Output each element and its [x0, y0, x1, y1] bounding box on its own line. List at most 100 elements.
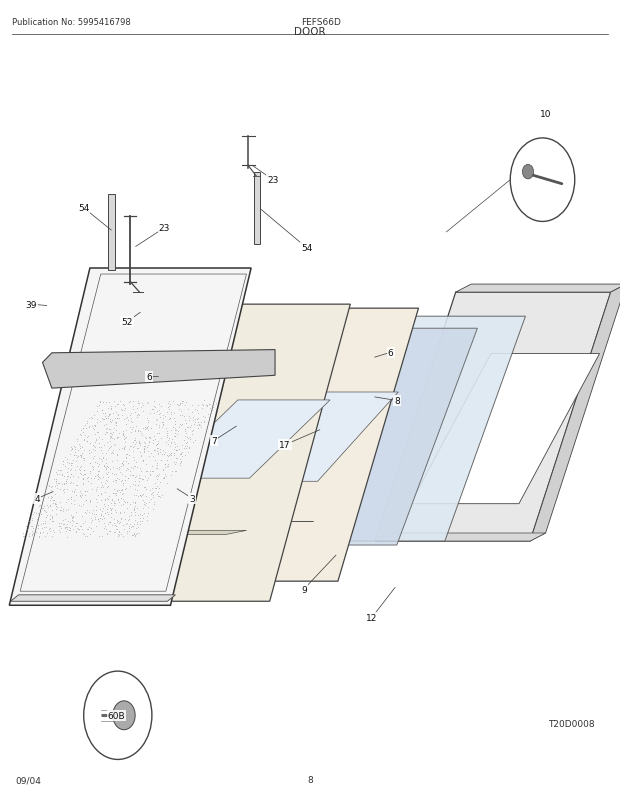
Point: [68, 510, 78, 523]
Point: [164, 403, 174, 416]
Point: [135, 446, 145, 459]
Point: [56, 504, 66, 517]
Point: [78, 472, 87, 485]
Point: [111, 406, 121, 419]
Point: [138, 516, 148, 529]
Point: [129, 528, 139, 541]
Point: [41, 511, 51, 524]
Point: [37, 522, 47, 535]
Point: [89, 410, 99, 423]
Point: [157, 419, 167, 432]
Point: [105, 516, 115, 529]
Point: [138, 493, 148, 506]
Point: [48, 496, 58, 509]
Point: [122, 496, 132, 508]
Point: [112, 449, 122, 462]
Point: [85, 496, 95, 508]
Point: [97, 452, 107, 464]
Point: [148, 403, 157, 415]
Point: [105, 400, 115, 413]
Point: [55, 477, 64, 490]
Point: [58, 504, 68, 517]
Point: [91, 484, 101, 496]
Point: [95, 396, 105, 409]
Point: [182, 431, 192, 444]
Point: [33, 522, 43, 535]
Point: [130, 432, 140, 445]
Point: [92, 415, 102, 428]
Point: [104, 492, 113, 505]
Point: [115, 506, 125, 519]
Point: [151, 470, 161, 483]
Point: [99, 413, 108, 426]
Circle shape: [510, 139, 575, 222]
Point: [170, 441, 180, 454]
Point: [109, 395, 119, 407]
Point: [107, 519, 117, 532]
Point: [92, 400, 102, 413]
Point: [93, 468, 103, 481]
Point: [125, 518, 135, 531]
Point: [35, 527, 45, 540]
Point: [70, 444, 80, 456]
Point: [131, 489, 141, 502]
Point: [54, 517, 64, 530]
Point: [38, 521, 48, 534]
Point: [148, 486, 158, 499]
Point: [114, 516, 124, 529]
Point: [117, 483, 127, 496]
Point: [162, 460, 172, 473]
Point: [47, 512, 57, 525]
Point: [183, 432, 193, 445]
Point: [170, 423, 180, 436]
Point: [135, 508, 144, 520]
Point: [160, 468, 170, 481]
Point: [19, 530, 29, 543]
Text: 23: 23: [267, 176, 278, 185]
Point: [131, 460, 141, 473]
Text: T20D0008: T20D0008: [549, 719, 595, 728]
Point: [197, 416, 206, 429]
Polygon shape: [273, 329, 477, 545]
Point: [164, 431, 174, 444]
Point: [65, 464, 75, 477]
Point: [112, 462, 122, 475]
Point: [76, 520, 86, 533]
Point: [138, 455, 148, 468]
Point: [48, 515, 58, 528]
Point: [157, 489, 167, 502]
Point: [176, 406, 186, 419]
Point: [180, 399, 190, 411]
Point: [91, 520, 100, 533]
Point: [130, 438, 140, 451]
Point: [113, 484, 123, 496]
Point: [114, 525, 124, 538]
Point: [197, 398, 206, 411]
Point: [182, 436, 192, 449]
Point: [34, 500, 44, 512]
Point: [89, 450, 99, 463]
Point: [164, 400, 174, 413]
Polygon shape: [235, 392, 398, 482]
Point: [122, 517, 132, 530]
Point: [133, 509, 143, 522]
Point: [118, 479, 128, 492]
Point: [133, 479, 143, 492]
Point: [82, 418, 92, 431]
Point: [61, 525, 71, 538]
Point: [118, 425, 128, 438]
Point: [72, 435, 82, 448]
Point: [38, 526, 48, 539]
Point: [44, 523, 54, 536]
Point: [198, 410, 208, 423]
Point: [94, 441, 104, 454]
Point: [113, 443, 123, 456]
Point: [162, 460, 172, 473]
Point: [99, 501, 108, 514]
Point: [122, 448, 131, 461]
Point: [127, 416, 137, 429]
Point: [70, 483, 80, 496]
Point: [172, 439, 182, 452]
Point: [152, 438, 162, 451]
Point: [118, 492, 128, 505]
